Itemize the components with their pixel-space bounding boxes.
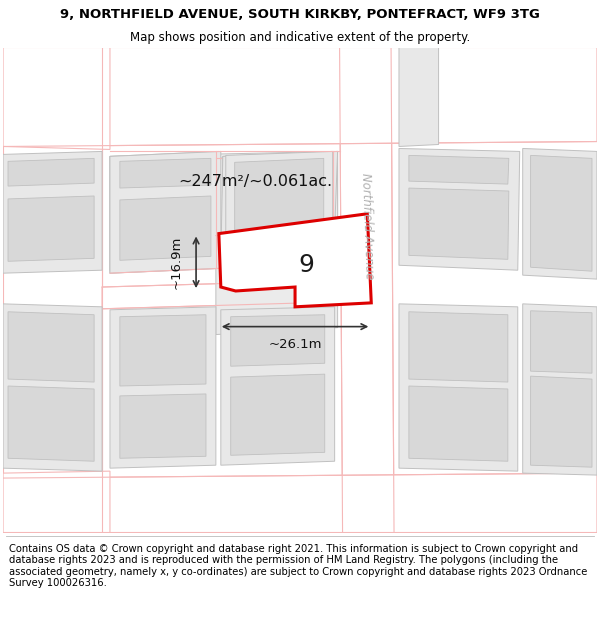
Polygon shape bbox=[8, 196, 94, 261]
Polygon shape bbox=[8, 312, 94, 382]
Polygon shape bbox=[3, 48, 597, 146]
Polygon shape bbox=[216, 151, 338, 334]
Polygon shape bbox=[223, 151, 332, 263]
Polygon shape bbox=[399, 304, 518, 471]
Polygon shape bbox=[409, 386, 508, 461]
Polygon shape bbox=[231, 315, 325, 366]
Polygon shape bbox=[221, 151, 338, 263]
Polygon shape bbox=[233, 158, 322, 251]
Text: ~26.1m: ~26.1m bbox=[268, 338, 322, 351]
Text: Map shows position and indicative extent of the property.: Map shows position and indicative extent… bbox=[130, 31, 470, 44]
Text: Northfield Avenue: Northfield Avenue bbox=[359, 172, 376, 279]
Polygon shape bbox=[110, 307, 216, 468]
Polygon shape bbox=[399, 48, 439, 146]
Polygon shape bbox=[120, 394, 206, 458]
Polygon shape bbox=[120, 158, 208, 208]
Polygon shape bbox=[221, 307, 335, 465]
Polygon shape bbox=[3, 471, 110, 532]
Text: 9, NORTHFIELD AVENUE, SOUTH KIRKBY, PONTEFRACT, WF9 3TG: 9, NORTHFIELD AVENUE, SOUTH KIRKBY, PONT… bbox=[60, 8, 540, 21]
Polygon shape bbox=[3, 473, 597, 532]
Polygon shape bbox=[219, 214, 371, 307]
Polygon shape bbox=[523, 149, 597, 279]
Polygon shape bbox=[235, 158, 324, 256]
Polygon shape bbox=[409, 188, 509, 259]
Polygon shape bbox=[110, 151, 221, 273]
Polygon shape bbox=[409, 312, 508, 382]
Polygon shape bbox=[523, 304, 597, 475]
Text: ~247m²/~0.061ac.: ~247m²/~0.061ac. bbox=[178, 174, 332, 189]
Polygon shape bbox=[8, 386, 94, 461]
Polygon shape bbox=[8, 158, 94, 186]
Polygon shape bbox=[409, 156, 509, 184]
Polygon shape bbox=[530, 156, 592, 271]
Polygon shape bbox=[530, 311, 592, 373]
Text: 9: 9 bbox=[298, 253, 314, 277]
Text: ~16.9m: ~16.9m bbox=[170, 236, 183, 289]
Polygon shape bbox=[530, 376, 592, 467]
Polygon shape bbox=[340, 48, 394, 532]
Text: Contains OS data © Crown copyright and database right 2021. This information is : Contains OS data © Crown copyright and d… bbox=[9, 544, 587, 588]
Polygon shape bbox=[399, 149, 520, 270]
Polygon shape bbox=[110, 151, 338, 273]
Polygon shape bbox=[3, 304, 102, 471]
Polygon shape bbox=[120, 196, 211, 260]
Polygon shape bbox=[110, 151, 219, 270]
Polygon shape bbox=[120, 158, 211, 188]
Polygon shape bbox=[3, 48, 110, 149]
Polygon shape bbox=[3, 48, 102, 532]
Polygon shape bbox=[3, 151, 102, 273]
Polygon shape bbox=[231, 374, 325, 455]
Polygon shape bbox=[226, 151, 332, 268]
Polygon shape bbox=[102, 280, 340, 309]
Polygon shape bbox=[120, 216, 208, 258]
Polygon shape bbox=[120, 315, 206, 386]
